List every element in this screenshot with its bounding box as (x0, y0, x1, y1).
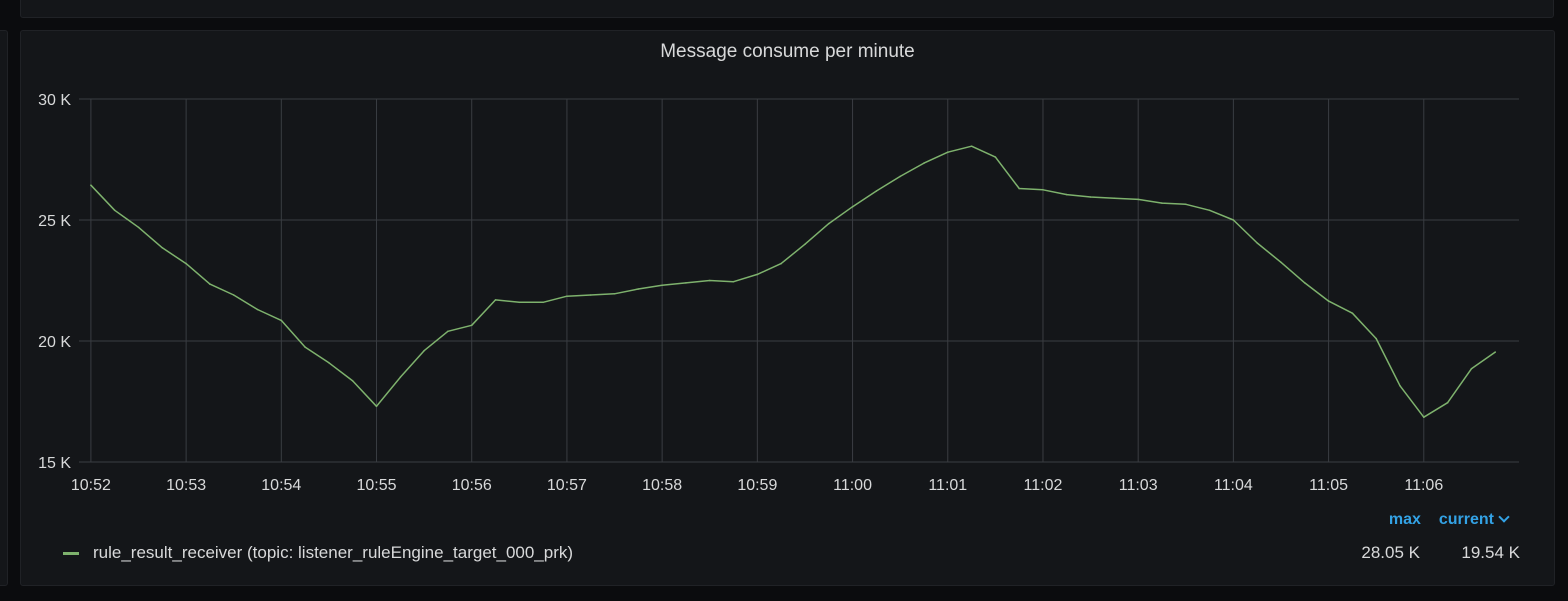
x-tick-label: 11:03 (1119, 477, 1158, 494)
legend-item[interactable]: rule_result_receiver (topic: listener_ru… (63, 542, 1520, 564)
data-point (732, 280, 735, 283)
y-tick-label: 30 K (38, 92, 71, 109)
data-point (1208, 209, 1211, 212)
data-point (661, 284, 663, 287)
data-point (1280, 261, 1282, 264)
data-point (351, 380, 354, 382)
data-point (1066, 193, 1068, 196)
x-tick-label: 11:00 (833, 477, 872, 494)
data-point (1375, 337, 1377, 340)
data-point (1327, 300, 1330, 302)
data-point (875, 190, 878, 192)
legend-current-value: 19.54 K (1461, 543, 1520, 562)
data-point (566, 295, 568, 298)
data-point (161, 247, 164, 249)
chart-panel[interactable]: Message consume per minute 15 K 20 K 25 K 3… (20, 30, 1555, 586)
data-point (1137, 198, 1139, 201)
data-point (1256, 242, 1258, 244)
data-point (518, 301, 521, 304)
legend-current-header[interactable]: current (1438, 511, 1510, 529)
data-point (1113, 197, 1116, 199)
data-point (90, 184, 92, 186)
x-tick-label: 11:02 (1024, 477, 1063, 494)
x-tick-label: 10:54 (261, 477, 301, 494)
x-tick-label: 10:55 (356, 477, 396, 494)
data-point (256, 308, 259, 311)
panel-title[interactable]: Message consume per minute (660, 41, 915, 62)
data-point (1351, 312, 1354, 315)
data-point (113, 209, 116, 212)
x-tick-label: 11:01 (928, 477, 967, 494)
data-point (780, 262, 782, 265)
data-point (923, 162, 925, 164)
data-point (1018, 187, 1020, 190)
x-tick-label: 11:06 (1404, 477, 1443, 494)
data-point (1423, 416, 1425, 419)
data-point (613, 293, 616, 295)
data-point (1232, 219, 1235, 221)
y-tick-label: 15 K (38, 455, 71, 472)
series-line (90, 145, 1496, 418)
top-panel (20, 0, 1554, 18)
x-tick-label: 11:05 (1309, 477, 1348, 494)
data-point (280, 319, 283, 322)
legend-current-label: current (1438, 511, 1494, 528)
data-point (756, 273, 759, 276)
x-tick-label: 10:53 (166, 477, 206, 494)
data-point (137, 226, 140, 229)
legend-header: max current (1388, 511, 1510, 529)
x-tick-label: 10:58 (642, 477, 682, 494)
x-tick-label: 11:04 (1214, 477, 1253, 494)
data-point (185, 262, 187, 265)
data-point (328, 362, 330, 364)
data-point (637, 288, 640, 290)
data-point (1446, 401, 1449, 404)
data-point (1089, 196, 1092, 198)
y-tick-label: 25 K (38, 213, 71, 230)
data-point (947, 151, 949, 153)
data-point (899, 175, 901, 178)
legend-series-swatch[interactable] (63, 551, 79, 555)
x-tick-label: 10:52 (71, 477, 111, 494)
data-point (994, 156, 997, 158)
data-point (542, 301, 544, 304)
data-point (1161, 202, 1163, 204)
data-point (1399, 385, 1401, 387)
legend-max-header[interactable]: max (1388, 511, 1421, 528)
data-point (589, 294, 592, 296)
x-tick-label: 10:56 (452, 477, 492, 494)
data-point (828, 222, 830, 225)
data-point (399, 376, 402, 379)
data-point (209, 283, 211, 285)
data-point (304, 346, 306, 348)
data-point (1185, 203, 1187, 206)
data-point (970, 145, 973, 147)
data-point (494, 299, 497, 301)
line-chart: 15 K 20 K 25 K 30 K 10:52 10:53 10:54 10:55 10:5… (38, 92, 1519, 494)
data-point (470, 324, 473, 327)
data-point (375, 405, 378, 408)
chevron-down-icon (1498, 511, 1510, 523)
y-tick-label: 20 K (38, 334, 71, 351)
data-point (423, 349, 425, 352)
data-point (232, 294, 235, 296)
legend-series-name[interactable]: rule_result_receiver (topic: listener_ru… (93, 543, 574, 562)
x-tick-label: 10:59 (737, 477, 777, 494)
x-tick-label: 10:57 (547, 477, 587, 494)
data-point (447, 330, 449, 333)
legend-max-value: 28.05 K (1361, 543, 1420, 562)
data-point (685, 282, 687, 284)
data-point (1304, 282, 1306, 284)
data-point (708, 279, 711, 282)
data-point (851, 205, 854, 208)
left-panel-edge (0, 30, 8, 586)
data-point (1494, 351, 1496, 353)
data-point (804, 243, 806, 245)
data-point (1470, 368, 1473, 370)
data-point (1042, 189, 1044, 191)
